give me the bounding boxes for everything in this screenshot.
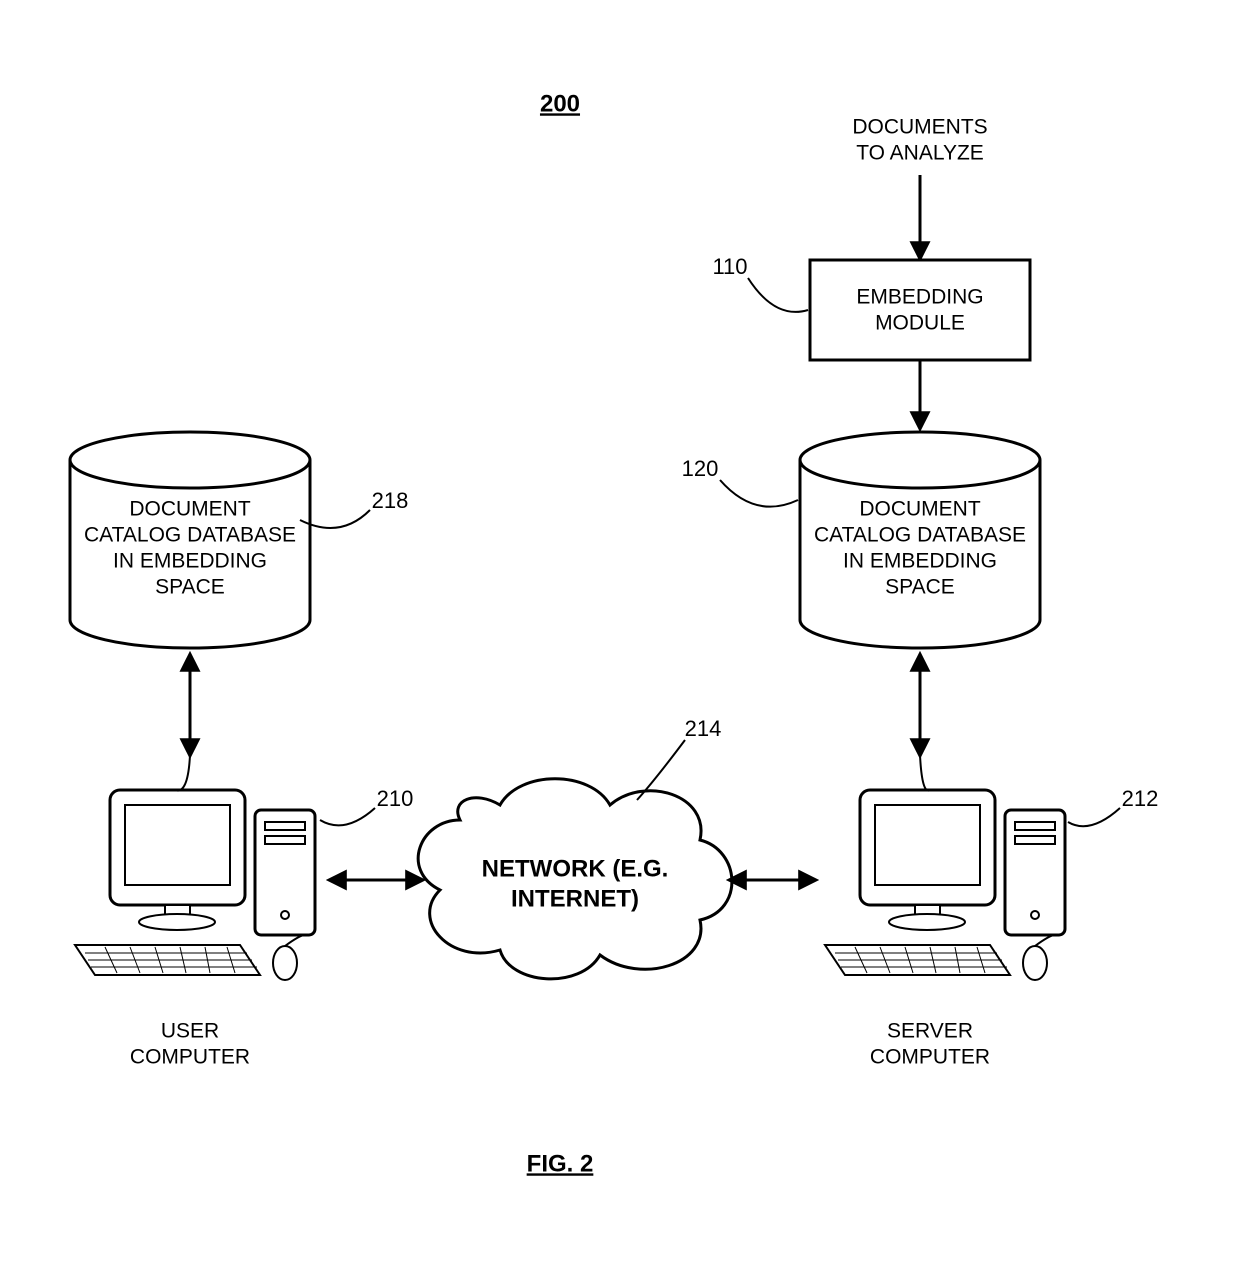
svg-text:IN EMBEDDING: IN EMBEDDING (843, 550, 997, 573)
leader-210 (320, 808, 375, 825)
fig-ref-200: 200 (540, 90, 580, 117)
svg-text:MODULE: MODULE (875, 312, 965, 335)
svg-text:INTERNET): INTERNET) (511, 885, 639, 912)
svg-text:DOCUMENT: DOCUMENT (859, 498, 980, 521)
ref-210: 210 (377, 786, 414, 811)
ref-120: 120 (682, 456, 719, 481)
ref-218: 218 (372, 488, 409, 513)
documents-to-analyze-label: DOCUMENTS TO ANALYZE (852, 116, 987, 165)
user-db: DOCUMENT CATALOG DATABASE IN EMBEDDING S… (70, 432, 310, 648)
svg-text:COMPUTER: COMPUTER (130, 1046, 250, 1069)
leader-120 (720, 480, 798, 507)
svg-text:SPACE: SPACE (155, 576, 225, 599)
ref-110: 110 (712, 254, 747, 279)
svg-text:DOCUMENTS: DOCUMENTS (852, 116, 987, 139)
svg-text:TO ANALYZE: TO ANALYZE (856, 142, 984, 165)
network-cloud: NETWORK (E.G. INTERNET) (418, 779, 732, 979)
ref-212: 212 (1122, 786, 1159, 811)
server-computer-label: SERVER COMPUTER (870, 1020, 990, 1069)
svg-text:SPACE: SPACE (885, 576, 955, 599)
svg-text:SERVER: SERVER (887, 1020, 973, 1043)
embedding-module: EMBEDDING MODULE (810, 260, 1030, 360)
svg-text:IN EMBEDDING: IN EMBEDDING (113, 550, 267, 573)
svg-text:CATALOG DATABASE: CATALOG DATABASE (814, 524, 1026, 547)
svg-text:DOCUMENT: DOCUMENT (129, 498, 250, 521)
svg-text:NETWORK (E.G.: NETWORK (E.G. (482, 855, 669, 882)
leader-110 (748, 278, 808, 312)
user-computer-label: USER COMPUTER (130, 1020, 250, 1069)
server-db: DOCUMENT CATALOG DATABASE IN EMBEDDING S… (800, 432, 1040, 648)
ref-214: 214 (685, 716, 722, 741)
user-computer-icon (75, 755, 315, 980)
svg-text:USER: USER (161, 1020, 219, 1043)
server-computer-icon (825, 755, 1065, 980)
svg-text:EMBEDDING: EMBEDDING (856, 286, 983, 309)
svg-text:CATALOG DATABASE: CATALOG DATABASE (84, 524, 296, 547)
svg-text:COMPUTER: COMPUTER (870, 1046, 990, 1069)
figure-caption: FIG. 2 (527, 1150, 594, 1177)
leader-212 (1068, 808, 1120, 826)
